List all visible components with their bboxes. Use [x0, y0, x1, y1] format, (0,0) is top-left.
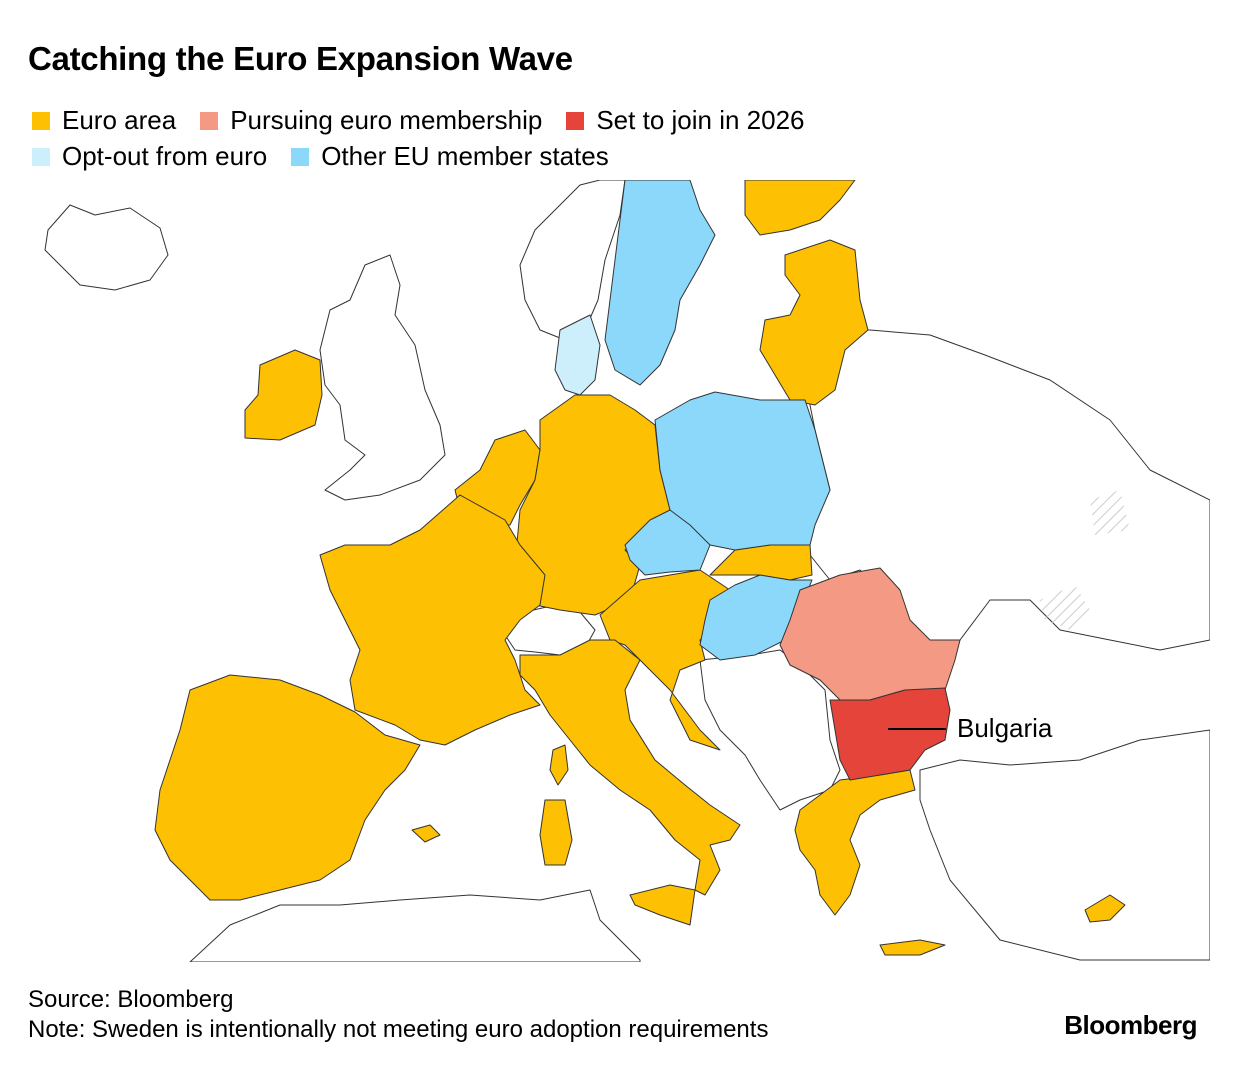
legend-item-pursuing: Pursuing euro membership	[200, 105, 542, 136]
sweden	[604, 180, 716, 386]
legend-swatch-other-eu	[291, 147, 310, 166]
turkey	[919, 729, 1210, 961]
sardinia	[539, 799, 573, 866]
legend-swatch-pursuing	[200, 111, 219, 130]
north-africa	[189, 889, 641, 962]
legend-label-pursuing: Pursuing euro membership	[230, 105, 543, 135]
italy	[519, 639, 741, 896]
ireland	[244, 349, 323, 441]
legend-swatch-set-to-join	[566, 111, 585, 130]
legend-swatch-opt-out	[32, 147, 50, 166]
sicily	[629, 884, 696, 926]
legend-row-1: Euro area Pursuing euro membership Set t…	[32, 105, 829, 136]
iberia	[154, 674, 421, 901]
denmark	[554, 314, 601, 396]
bloomberg-logo: Bloomberg	[1064, 1010, 1197, 1040]
legend-label-opt-out: Opt-out from euro	[62, 141, 268, 171]
ukraine-east-hatched	[1090, 490, 1130, 535]
legend-item-euro-area: Euro area	[32, 105, 176, 136]
cyprus	[1084, 894, 1126, 923]
switzerland	[504, 604, 596, 656]
legend-row-2: Opt-out from euro Other EU member states	[32, 141, 633, 172]
france	[319, 494, 546, 746]
czechia	[624, 509, 711, 576]
legend-label-other-eu: Other EU member states	[321, 141, 609, 171]
norway	[519, 180, 626, 341]
bulgaria	[829, 687, 951, 781]
austria-slovenia-croatia	[599, 569, 731, 751]
great-britain	[319, 254, 446, 501]
legend-label-set-to-join: Set to join in 2026	[596, 105, 805, 135]
balearic	[411, 824, 441, 843]
ukraine-crimea-hatched	[1040, 585, 1090, 630]
legend-item-set-to-join: Set to join in 2026	[566, 105, 805, 136]
finland	[744, 180, 856, 236]
bulgaria-label: Bulgaria	[957, 713, 1053, 743]
legend-label-euro-area: Euro area	[62, 105, 177, 135]
crete	[879, 939, 946, 956]
corsica	[549, 744, 569, 786]
iceland	[44, 204, 169, 291]
legend-item-opt-out: Opt-out from euro	[32, 141, 267, 172]
legend-swatch-euro-area	[32, 111, 50, 130]
source-note: Source: Bloomberg	[28, 986, 234, 1013]
chart-title: Catching the Euro Expansion Wave	[28, 40, 573, 77]
footnote: Note: Sweden is intentionally not meetin…	[28, 1016, 769, 1043]
legend-item-other-eu: Other EU member states	[291, 141, 609, 172]
